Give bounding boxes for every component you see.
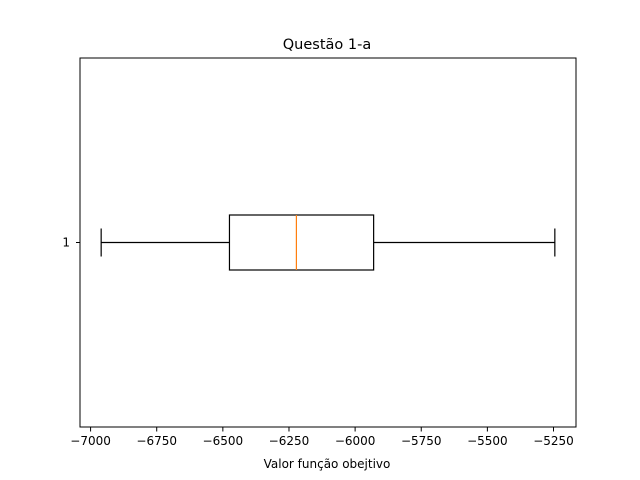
x-tick-label: −6250: [269, 434, 310, 448]
x-tick-label: −7000: [70, 434, 111, 448]
box-iqr: [228, 214, 375, 271]
x-tick-label: −6000: [335, 434, 376, 448]
x-axis-label: Valor função obejtivo: [264, 457, 391, 471]
chart-title: Questão 1-a: [283, 37, 371, 53]
plot-area: 1 −7000 −6750 −6500 −6250 −6000 −5750 −5500 −525…: [62, 57, 577, 448]
axes-frame: [79, 57, 577, 428]
x-tick-label: −5250: [533, 434, 574, 448]
y-tick-label: 1: [62, 236, 70, 250]
x-tick-label: −5500: [467, 434, 508, 448]
x-tick-label: −6500: [203, 434, 244, 448]
x-tick-label: −6750: [136, 434, 177, 448]
x-tick-label: −5750: [401, 434, 442, 448]
